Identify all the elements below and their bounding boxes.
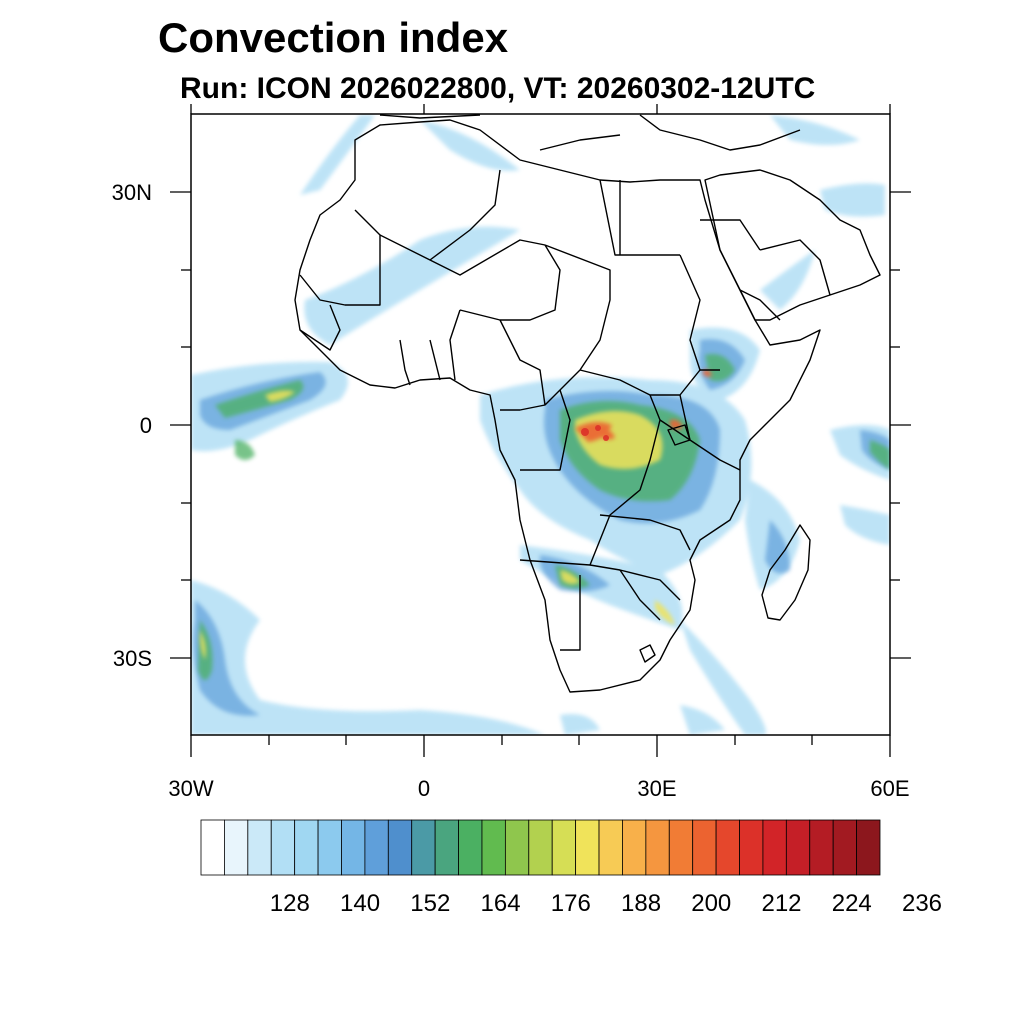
africa-coastline <box>294 119 821 693</box>
map-subtitle: Run: ICON 2026022800, VT: 20260302-12UTC <box>180 72 816 105</box>
colorbar-tick-label: 152 <box>410 890 451 917</box>
colorbar-swatch <box>551 819 577 876</box>
colorbar-swatch <box>528 819 553 876</box>
colorbar-swatch <box>575 819 600 876</box>
colorbar-tick-label: 212 <box>761 890 802 917</box>
colorbar-swatch <box>224 819 249 876</box>
colorbar-swatch <box>434 819 459 876</box>
colorbar-tick-label: 188 <box>621 890 662 917</box>
colorbar-tick-label: 176 <box>550 890 591 917</box>
lake-victoria <box>667 424 691 446</box>
axis-ticks <box>170 104 911 757</box>
colorbar-swatch <box>856 819 881 876</box>
colorbar-tick-label: 164 <box>480 890 521 917</box>
colorbar-swatch <box>341 819 366 876</box>
colorbar-swatch <box>481 819 506 876</box>
arabia-coastline <box>704 169 881 321</box>
colorbar-swatch <box>809 819 834 876</box>
colorbar-swatch <box>785 819 811 876</box>
madagascar-coastline <box>761 524 811 621</box>
colorbar-tick-label: 200 <box>691 890 732 917</box>
colorbar-swatch <box>668 819 694 876</box>
lon-label-30e: 30E <box>637 776 677 801</box>
colorbar-swatch <box>739 819 764 876</box>
lon-label-0: 0 <box>417 776 431 801</box>
mediterranean-coastline <box>379 114 801 151</box>
colorbar-swatch <box>832 819 857 876</box>
lat-label-0: 0 <box>139 413 152 438</box>
colorbar-swatch <box>715 819 740 876</box>
colorbar-tick-label: 236 <box>901 890 943 917</box>
colorbar-swatch <box>504 819 530 876</box>
colorbar-swatch <box>387 819 413 876</box>
colorbar-swatch <box>200 819 225 876</box>
lat-label-30s: 30S <box>112 646 152 671</box>
colorbar-swatch <box>762 819 787 876</box>
colorbar-tick-label: 224 <box>831 890 872 917</box>
colorbar-swatch <box>458 819 483 876</box>
colorbar <box>200 819 881 876</box>
colorbar-swatch <box>270 819 296 876</box>
colorbar-swatch <box>692 819 717 876</box>
lat-label-30n: 30N <box>111 180 152 205</box>
colorbar-swatch <box>598 819 623 876</box>
colorbar-swatch <box>247 819 272 876</box>
colorbar-swatch <box>411 819 436 876</box>
country-borders <box>294 114 881 693</box>
colorbar-swatch <box>645 819 670 876</box>
lon-label-30w: 30W <box>168 776 214 801</box>
colorbar-swatch <box>294 819 319 876</box>
colorbar-tick-label: 140 <box>340 890 381 917</box>
map-title: Convection index <box>158 14 509 61</box>
colorbar-swatch <box>364 819 389 876</box>
colorbar-swatch <box>317 819 342 876</box>
lesotho-border <box>639 644 656 663</box>
convection-field <box>191 115 890 735</box>
lon-label-60e: 60E <box>870 776 910 801</box>
colorbar-swatch <box>622 819 647 876</box>
colorbar-tick-label: 128 <box>269 890 310 917</box>
